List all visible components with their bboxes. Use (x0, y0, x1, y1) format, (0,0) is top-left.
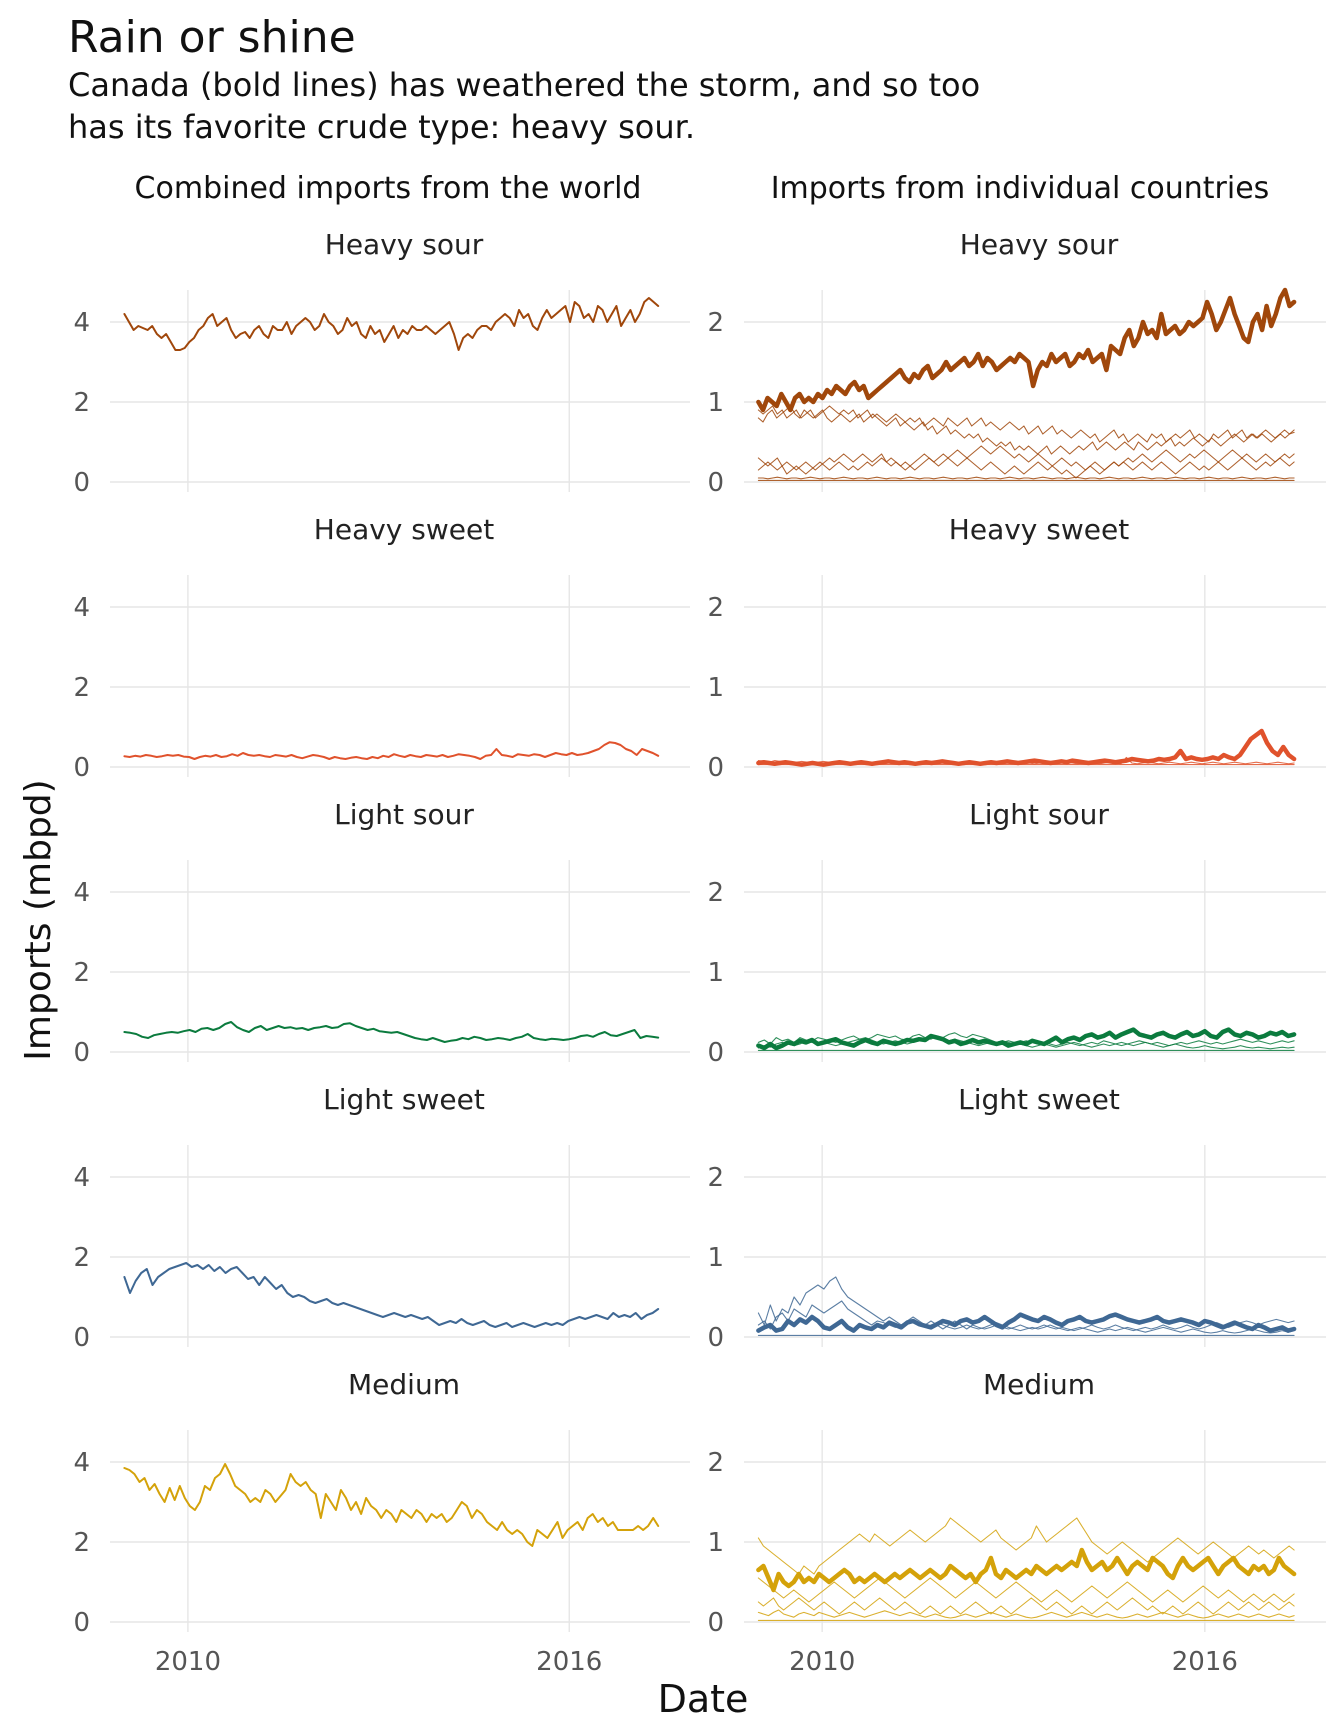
panel-light-sweet-left: Light sweet 0 2 4 (73, 1083, 690, 1353)
y-tick-label-light-sour-left-0: 0 (73, 1038, 90, 1068)
y-tick-label-light-sour-right-0: 0 (707, 1038, 724, 1068)
heavy-sour-right-country-line-0 (757, 405, 1295, 443)
y-tick-label-medium-right-0: 0 (707, 1608, 724, 1638)
panel-light-sour-left: Light sour 0 2 4 (73, 798, 690, 1068)
y-tick-label-light-sweet-left-1: 2 (73, 1243, 90, 1273)
strip-title-light-sweet-right: Light sweet (958, 1083, 1120, 1116)
heavy-sour-left-world-line-0 (123, 297, 660, 351)
y-tick-label-medium-left-0: 0 (73, 1608, 90, 1638)
y-tick-label-heavy-sour-right-2: 2 (707, 308, 724, 338)
y-tick-label-light-sweet-right-0: 0 (707, 1323, 724, 1353)
y-axis-label: Imports (mbpd) (18, 779, 59, 1060)
heavy-sour-right-canada-line (756, 287, 1297, 413)
chart-title: Rain or shine (68, 12, 356, 63)
panel-heavy-sweet-left: Heavy sweet 0 2 4 (73, 513, 690, 783)
chart-subtitle-line-1: Canada (bold lines) has weathered the st… (68, 66, 980, 104)
medium-right-canada-line (756, 1547, 1297, 1593)
y-tick-label-heavy-sour-right-0: 0 (707, 468, 724, 498)
medium-left-world-line-0 (123, 1463, 660, 1547)
heavy-sour-right-country-line-2 (757, 445, 1295, 471)
y-tick-label-heavy-sweet-right-0: 0 (707, 753, 724, 783)
x-tick-label-left-1: 2016 (536, 1647, 602, 1677)
y-tick-label-heavy-sour-left-2: 4 (73, 308, 90, 338)
strip-title-heavy-sour-right: Heavy sour (960, 228, 1119, 261)
y-tick-label-heavy-sweet-right-2: 2 (707, 593, 724, 623)
strip-title-light-sour-left: Light sour (334, 798, 474, 831)
light-sour-left-world-line-0 (123, 1021, 660, 1043)
heavy-sweet-left-world-line-0 (123, 741, 660, 760)
y-tick-label-heavy-sweet-left-0: 0 (73, 753, 90, 783)
y-tick-label-heavy-sweet-left-1: 2 (73, 673, 90, 703)
y-tick-label-light-sweet-right-1: 1 (707, 1243, 724, 1273)
heavy-sour-right-country-line-4 (757, 476, 1295, 480)
x-axis-label: Date (658, 1677, 749, 1721)
panel-heavy-sweet-right: Heavy sweet 0 1 2 (707, 513, 1326, 783)
medium-right-country-line-0 (757, 1517, 1295, 1575)
y-tick-label-light-sour-left-2: 4 (73, 878, 90, 908)
y-tick-label-light-sour-right-2: 2 (707, 878, 724, 908)
panel-grid: Heavy sour 0 2 4 Heavy sour 0 1 2 Heavy sweet 0 2 4… (73, 228, 1326, 1677)
y-tick-label-medium-right-2: 2 (707, 1448, 724, 1478)
panel-heavy-sour-left: Heavy sour 0 2 4 (73, 228, 690, 498)
y-tick-label-light-sweet-right-2: 2 (707, 1163, 724, 1193)
medium-right-country-line-3 (757, 1609, 1295, 1619)
x-tick-label-right-0: 2010 (789, 1647, 855, 1677)
light-sweet-left-world-line-0 (123, 1262, 660, 1328)
light-sweet-right-country-line-0 (757, 1276, 1295, 1332)
y-tick-label-medium-left-1: 2 (73, 1528, 90, 1558)
panel-light-sweet-right: Light sweet 0 1 2 (707, 1083, 1326, 1353)
panel-light-sour-right: Light sour 0 1 2 (707, 798, 1326, 1068)
x-tick-label-right-1: 2016 (1172, 1647, 1238, 1677)
strip-title-heavy-sweet-right: Heavy sweet (949, 513, 1129, 546)
y-tick-label-heavy-sour-right-1: 1 (707, 388, 724, 418)
y-tick-label-light-sour-right-1: 1 (707, 958, 724, 988)
light-sour-right-country-line-0 (757, 1032, 1295, 1047)
y-tick-label-medium-left-2: 4 (73, 1448, 90, 1478)
y-tick-label-light-sweet-left-0: 0 (73, 1323, 90, 1353)
strip-title-heavy-sour-left: Heavy sour (325, 228, 484, 261)
strip-title-heavy-sweet-left: Heavy sweet (314, 513, 494, 546)
light-sweet-right-country-line-1 (757, 1300, 1295, 1334)
panel-medium-left: Medium 0 2 4 2010 2016 (73, 1368, 690, 1677)
panel-heavy-sour-right: Heavy sour 0 1 2 (707, 228, 1326, 498)
y-tick-label-medium-right-1: 1 (707, 1528, 724, 1558)
y-tick-label-heavy-sour-left-1: 2 (73, 388, 90, 418)
medium-right-country-line-2 (757, 1597, 1295, 1615)
light-sour-right-canada-line (756, 1027, 1297, 1051)
panel-medium-right: Medium 0 1 2 2010 2016 (707, 1368, 1326, 1677)
y-tick-label-heavy-sweet-right-1: 1 (707, 673, 724, 703)
y-tick-label-light-sweet-left-2: 4 (73, 1163, 90, 1193)
y-tick-label-heavy-sweet-left-2: 4 (73, 593, 90, 623)
strip-title-light-sweet-left: Light sweet (323, 1083, 485, 1116)
column-title-right: Imports from individual countries (771, 171, 1270, 206)
heavy-sour-right-country-line-3 (757, 453, 1295, 479)
medium-right-country-line-1 (757, 1577, 1295, 1603)
y-tick-label-heavy-sour-left-0: 0 (73, 468, 90, 498)
column-title-left: Combined imports from the world (135, 171, 642, 206)
light-sweet-right-canada-line (756, 1312, 1297, 1333)
heavy-sweet-right-canada-line (756, 728, 1297, 767)
strip-title-medium-right: Medium (983, 1368, 1095, 1401)
x-tick-label-left-0: 2010 (155, 1647, 221, 1677)
chart-subtitle-line-2: has its favorite crude type: heavy sour. (68, 108, 695, 146)
strip-title-light-sour-right: Light sour (969, 798, 1109, 831)
heavy-sour-right-country-line-1 (757, 405, 1295, 455)
strip-title-medium-left: Medium (348, 1368, 460, 1401)
y-tick-label-light-sour-left-1: 2 (73, 958, 90, 988)
